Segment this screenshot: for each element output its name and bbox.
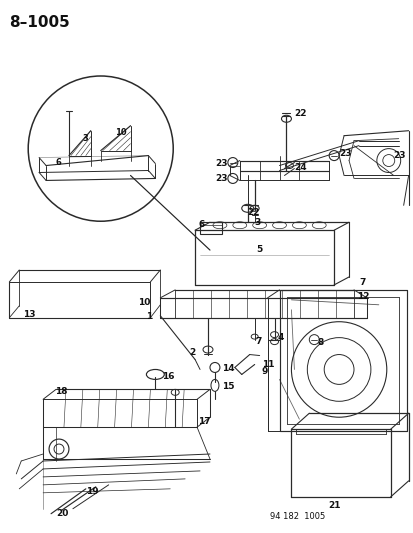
Text: 23: 23 [214, 158, 227, 167]
Text: 23: 23 [393, 151, 405, 159]
Text: 3: 3 [83, 134, 88, 143]
Text: 23: 23 [214, 174, 227, 183]
Text: 23: 23 [338, 149, 351, 158]
Text: 21: 21 [327, 501, 339, 510]
Text: 94 182  1005: 94 182 1005 [269, 512, 324, 521]
Text: 6: 6 [55, 158, 61, 167]
Text: 19: 19 [85, 487, 98, 496]
Text: 3: 3 [254, 218, 260, 227]
Text: 20: 20 [56, 508, 68, 518]
Text: 10: 10 [114, 128, 126, 137]
Text: 13: 13 [23, 310, 36, 319]
Text: 9: 9 [261, 367, 267, 376]
Text: 1: 1 [146, 312, 152, 321]
Bar [199, 222, 221, 234]
Text: 15: 15 [221, 382, 234, 391]
Text: 18: 18 [55, 387, 67, 397]
Text: 11: 11 [261, 360, 273, 368]
Text: 5: 5 [256, 245, 262, 254]
Text: 22: 22 [247, 208, 260, 217]
Text: 16: 16 [162, 373, 174, 382]
Text: 2: 2 [188, 348, 195, 357]
Text: 10: 10 [138, 298, 150, 307]
Text: 8: 8 [316, 337, 323, 346]
Text: 17: 17 [197, 417, 210, 426]
Text: 4: 4 [277, 333, 283, 342]
Text: 14: 14 [221, 365, 234, 374]
Text: 7: 7 [255, 337, 261, 345]
Text: 6: 6 [198, 220, 204, 229]
Text: 7: 7 [358, 278, 364, 287]
Text: 8–1005: 8–1005 [9, 15, 70, 30]
Text: 22: 22 [294, 109, 306, 118]
Text: 12: 12 [356, 292, 368, 301]
Text: 24: 24 [294, 163, 306, 172]
